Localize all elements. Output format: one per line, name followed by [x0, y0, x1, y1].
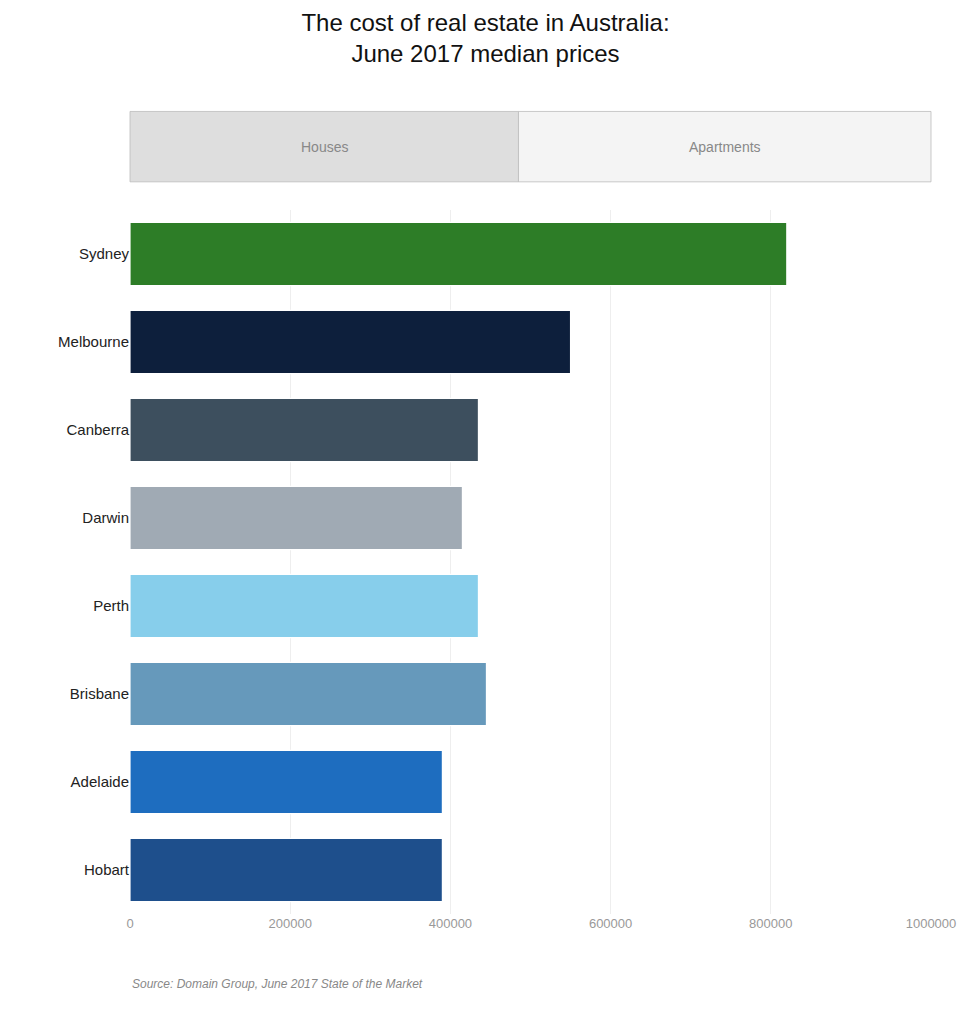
svg-text:Brisbane: Brisbane: [70, 685, 129, 702]
svg-text:Houses: Houses: [301, 139, 348, 155]
svg-text:Adelaide: Adelaide: [71, 773, 129, 790]
svg-text:600000: 600000: [589, 916, 632, 931]
svg-text:The cost of real estate in Aus: The cost of real estate in Australia:Jun…: [301, 9, 669, 67]
svg-text:Apartments: Apartments: [689, 139, 761, 155]
svg-text:Hobart: Hobart: [84, 861, 130, 878]
svg-text:400000: 400000: [429, 916, 472, 931]
svg-text:Source: Domain Group, June 201: Source: Domain Group, June 2017 State of…: [132, 977, 423, 991]
svg-text:Melbourne: Melbourne: [58, 333, 129, 350]
svg-text:Darwin: Darwin: [82, 509, 129, 526]
svg-text:800000: 800000: [749, 916, 792, 931]
svg-text:Perth: Perth: [93, 597, 129, 614]
svg-text:0: 0: [126, 916, 133, 931]
svg-text:1000000: 1000000: [906, 916, 957, 931]
svg-text:Canberra: Canberra: [66, 421, 129, 438]
svg-text:Sydney: Sydney: [79, 245, 130, 262]
svg-text:200000: 200000: [269, 916, 312, 931]
